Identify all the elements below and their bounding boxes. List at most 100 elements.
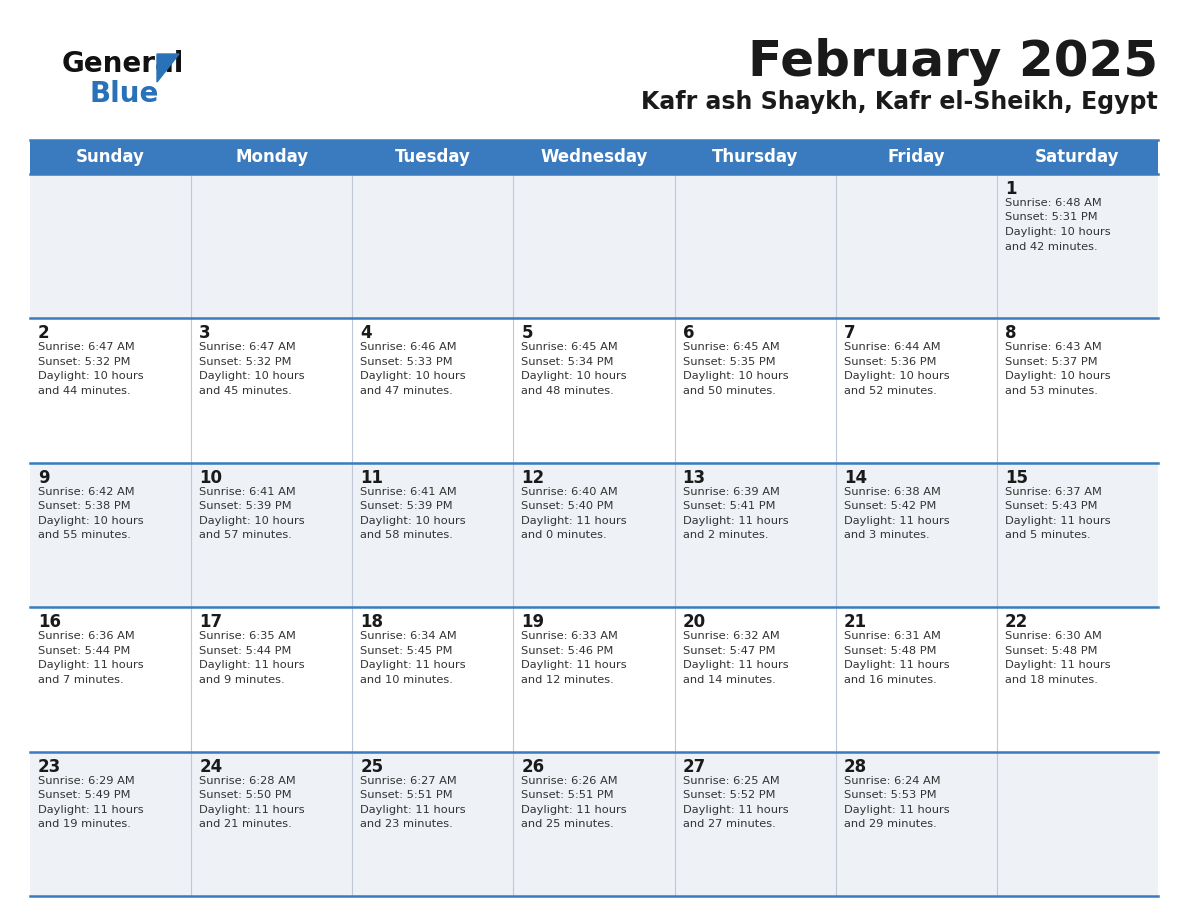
Text: Daylight: 11 hours: Daylight: 11 hours xyxy=(522,660,627,670)
Text: and 3 minutes.: and 3 minutes. xyxy=(843,531,929,541)
Text: 25: 25 xyxy=(360,757,384,776)
Text: Daylight: 10 hours: Daylight: 10 hours xyxy=(200,516,305,526)
Text: Daylight: 10 hours: Daylight: 10 hours xyxy=(360,516,466,526)
Bar xyxy=(30,463,1158,607)
Text: Tuesday: Tuesday xyxy=(394,148,470,166)
Text: Sunset: 5:45 PM: Sunset: 5:45 PM xyxy=(360,645,453,655)
Text: Daylight: 11 hours: Daylight: 11 hours xyxy=(360,804,466,814)
Text: and 50 minutes.: and 50 minutes. xyxy=(683,386,776,396)
Text: Sunrise: 6:36 AM: Sunrise: 6:36 AM xyxy=(38,632,134,641)
Text: 26: 26 xyxy=(522,757,544,776)
Text: Daylight: 10 hours: Daylight: 10 hours xyxy=(843,372,949,381)
Text: Daylight: 11 hours: Daylight: 11 hours xyxy=(38,804,144,814)
Text: Daylight: 11 hours: Daylight: 11 hours xyxy=(683,516,788,526)
Text: and 10 minutes.: and 10 minutes. xyxy=(360,675,453,685)
Text: and 2 minutes.: and 2 minutes. xyxy=(683,531,769,541)
Text: 7: 7 xyxy=(843,324,855,342)
Text: and 21 minutes.: and 21 minutes. xyxy=(200,819,292,829)
Text: Sunrise: 6:31 AM: Sunrise: 6:31 AM xyxy=(843,632,941,641)
Text: Sunset: 5:35 PM: Sunset: 5:35 PM xyxy=(683,357,776,367)
Text: Daylight: 10 hours: Daylight: 10 hours xyxy=(200,372,305,381)
Text: Sunset: 5:42 PM: Sunset: 5:42 PM xyxy=(843,501,936,511)
Text: Sunset: 5:41 PM: Sunset: 5:41 PM xyxy=(683,501,775,511)
Text: Sunset: 5:50 PM: Sunset: 5:50 PM xyxy=(200,790,292,800)
Text: Daylight: 11 hours: Daylight: 11 hours xyxy=(843,660,949,670)
Text: and 57 minutes.: and 57 minutes. xyxy=(200,531,292,541)
Text: 14: 14 xyxy=(843,469,867,487)
Text: 4: 4 xyxy=(360,324,372,342)
Text: 28: 28 xyxy=(843,757,867,776)
Text: Sunset: 5:48 PM: Sunset: 5:48 PM xyxy=(843,645,936,655)
Text: Daylight: 11 hours: Daylight: 11 hours xyxy=(200,660,305,670)
Text: Sunrise: 6:46 AM: Sunrise: 6:46 AM xyxy=(360,342,457,353)
Text: Monday: Monday xyxy=(235,148,308,166)
Text: Sunset: 5:51 PM: Sunset: 5:51 PM xyxy=(522,790,614,800)
Text: Sunset: 5:40 PM: Sunset: 5:40 PM xyxy=(522,501,614,511)
Text: 8: 8 xyxy=(1005,324,1017,342)
Text: Sunrise: 6:48 AM: Sunrise: 6:48 AM xyxy=(1005,198,1101,208)
Text: Sunset: 5:43 PM: Sunset: 5:43 PM xyxy=(1005,501,1098,511)
Text: and 42 minutes.: and 42 minutes. xyxy=(1005,241,1098,252)
Text: and 12 minutes.: and 12 minutes. xyxy=(522,675,614,685)
Text: Sunrise: 6:27 AM: Sunrise: 6:27 AM xyxy=(360,776,457,786)
Text: 15: 15 xyxy=(1005,469,1028,487)
Bar xyxy=(30,319,1158,463)
Text: and 55 minutes.: and 55 minutes. xyxy=(38,531,131,541)
Text: 20: 20 xyxy=(683,613,706,632)
Text: Sunrise: 6:30 AM: Sunrise: 6:30 AM xyxy=(1005,632,1101,641)
Text: Sunrise: 6:45 AM: Sunrise: 6:45 AM xyxy=(522,342,618,353)
Text: Daylight: 10 hours: Daylight: 10 hours xyxy=(683,372,788,381)
Text: Daylight: 11 hours: Daylight: 11 hours xyxy=(200,804,305,814)
Text: General: General xyxy=(62,50,184,78)
Text: and 19 minutes.: and 19 minutes. xyxy=(38,819,131,829)
Text: and 7 minutes.: and 7 minutes. xyxy=(38,675,124,685)
Text: 18: 18 xyxy=(360,613,384,632)
Polygon shape xyxy=(157,54,179,82)
Text: Daylight: 11 hours: Daylight: 11 hours xyxy=(1005,660,1111,670)
Text: Sunset: 5:47 PM: Sunset: 5:47 PM xyxy=(683,645,775,655)
Text: Daylight: 10 hours: Daylight: 10 hours xyxy=(38,516,144,526)
Text: Sunset: 5:32 PM: Sunset: 5:32 PM xyxy=(200,357,291,367)
Text: 19: 19 xyxy=(522,613,544,632)
Text: Sunset: 5:34 PM: Sunset: 5:34 PM xyxy=(522,357,614,367)
Bar xyxy=(30,607,1158,752)
Text: 24: 24 xyxy=(200,757,222,776)
Text: Sunrise: 6:47 AM: Sunrise: 6:47 AM xyxy=(38,342,134,353)
Text: Daylight: 10 hours: Daylight: 10 hours xyxy=(38,372,144,381)
Text: Sunset: 5:33 PM: Sunset: 5:33 PM xyxy=(360,357,453,367)
Text: Sunrise: 6:41 AM: Sunrise: 6:41 AM xyxy=(200,487,296,497)
Text: Friday: Friday xyxy=(887,148,946,166)
Text: February 2025: February 2025 xyxy=(748,38,1158,86)
Text: and 0 minutes.: and 0 minutes. xyxy=(522,531,607,541)
Text: Sunrise: 6:32 AM: Sunrise: 6:32 AM xyxy=(683,632,779,641)
Text: Sunset: 5:46 PM: Sunset: 5:46 PM xyxy=(522,645,614,655)
Bar xyxy=(30,174,1158,319)
Text: and 9 minutes.: and 9 minutes. xyxy=(200,675,285,685)
Text: Sunset: 5:32 PM: Sunset: 5:32 PM xyxy=(38,357,131,367)
Text: and 14 minutes.: and 14 minutes. xyxy=(683,675,776,685)
Text: Daylight: 11 hours: Daylight: 11 hours xyxy=(683,660,788,670)
Text: and 58 minutes.: and 58 minutes. xyxy=(360,531,453,541)
Text: Daylight: 11 hours: Daylight: 11 hours xyxy=(843,516,949,526)
Text: Sunrise: 6:24 AM: Sunrise: 6:24 AM xyxy=(843,776,941,786)
Text: 13: 13 xyxy=(683,469,706,487)
Text: Sunrise: 6:40 AM: Sunrise: 6:40 AM xyxy=(522,487,618,497)
Text: Daylight: 10 hours: Daylight: 10 hours xyxy=(1005,227,1111,237)
Text: Sunrise: 6:39 AM: Sunrise: 6:39 AM xyxy=(683,487,779,497)
Text: Sunset: 5:44 PM: Sunset: 5:44 PM xyxy=(38,645,131,655)
Text: 21: 21 xyxy=(843,613,867,632)
Text: Sunrise: 6:47 AM: Sunrise: 6:47 AM xyxy=(200,342,296,353)
Text: Sunset: 5:39 PM: Sunset: 5:39 PM xyxy=(200,501,292,511)
Text: 17: 17 xyxy=(200,613,222,632)
Text: 6: 6 xyxy=(683,324,694,342)
Text: and 47 minutes.: and 47 minutes. xyxy=(360,386,453,396)
Text: 1: 1 xyxy=(1005,180,1017,198)
Text: Sunrise: 6:42 AM: Sunrise: 6:42 AM xyxy=(38,487,134,497)
Text: 12: 12 xyxy=(522,469,544,487)
Text: Daylight: 10 hours: Daylight: 10 hours xyxy=(522,372,627,381)
Text: 11: 11 xyxy=(360,469,384,487)
Text: Sunrise: 6:41 AM: Sunrise: 6:41 AM xyxy=(360,487,457,497)
Text: Sunrise: 6:28 AM: Sunrise: 6:28 AM xyxy=(200,776,296,786)
Text: Daylight: 11 hours: Daylight: 11 hours xyxy=(360,660,466,670)
Text: Saturday: Saturday xyxy=(1035,148,1119,166)
